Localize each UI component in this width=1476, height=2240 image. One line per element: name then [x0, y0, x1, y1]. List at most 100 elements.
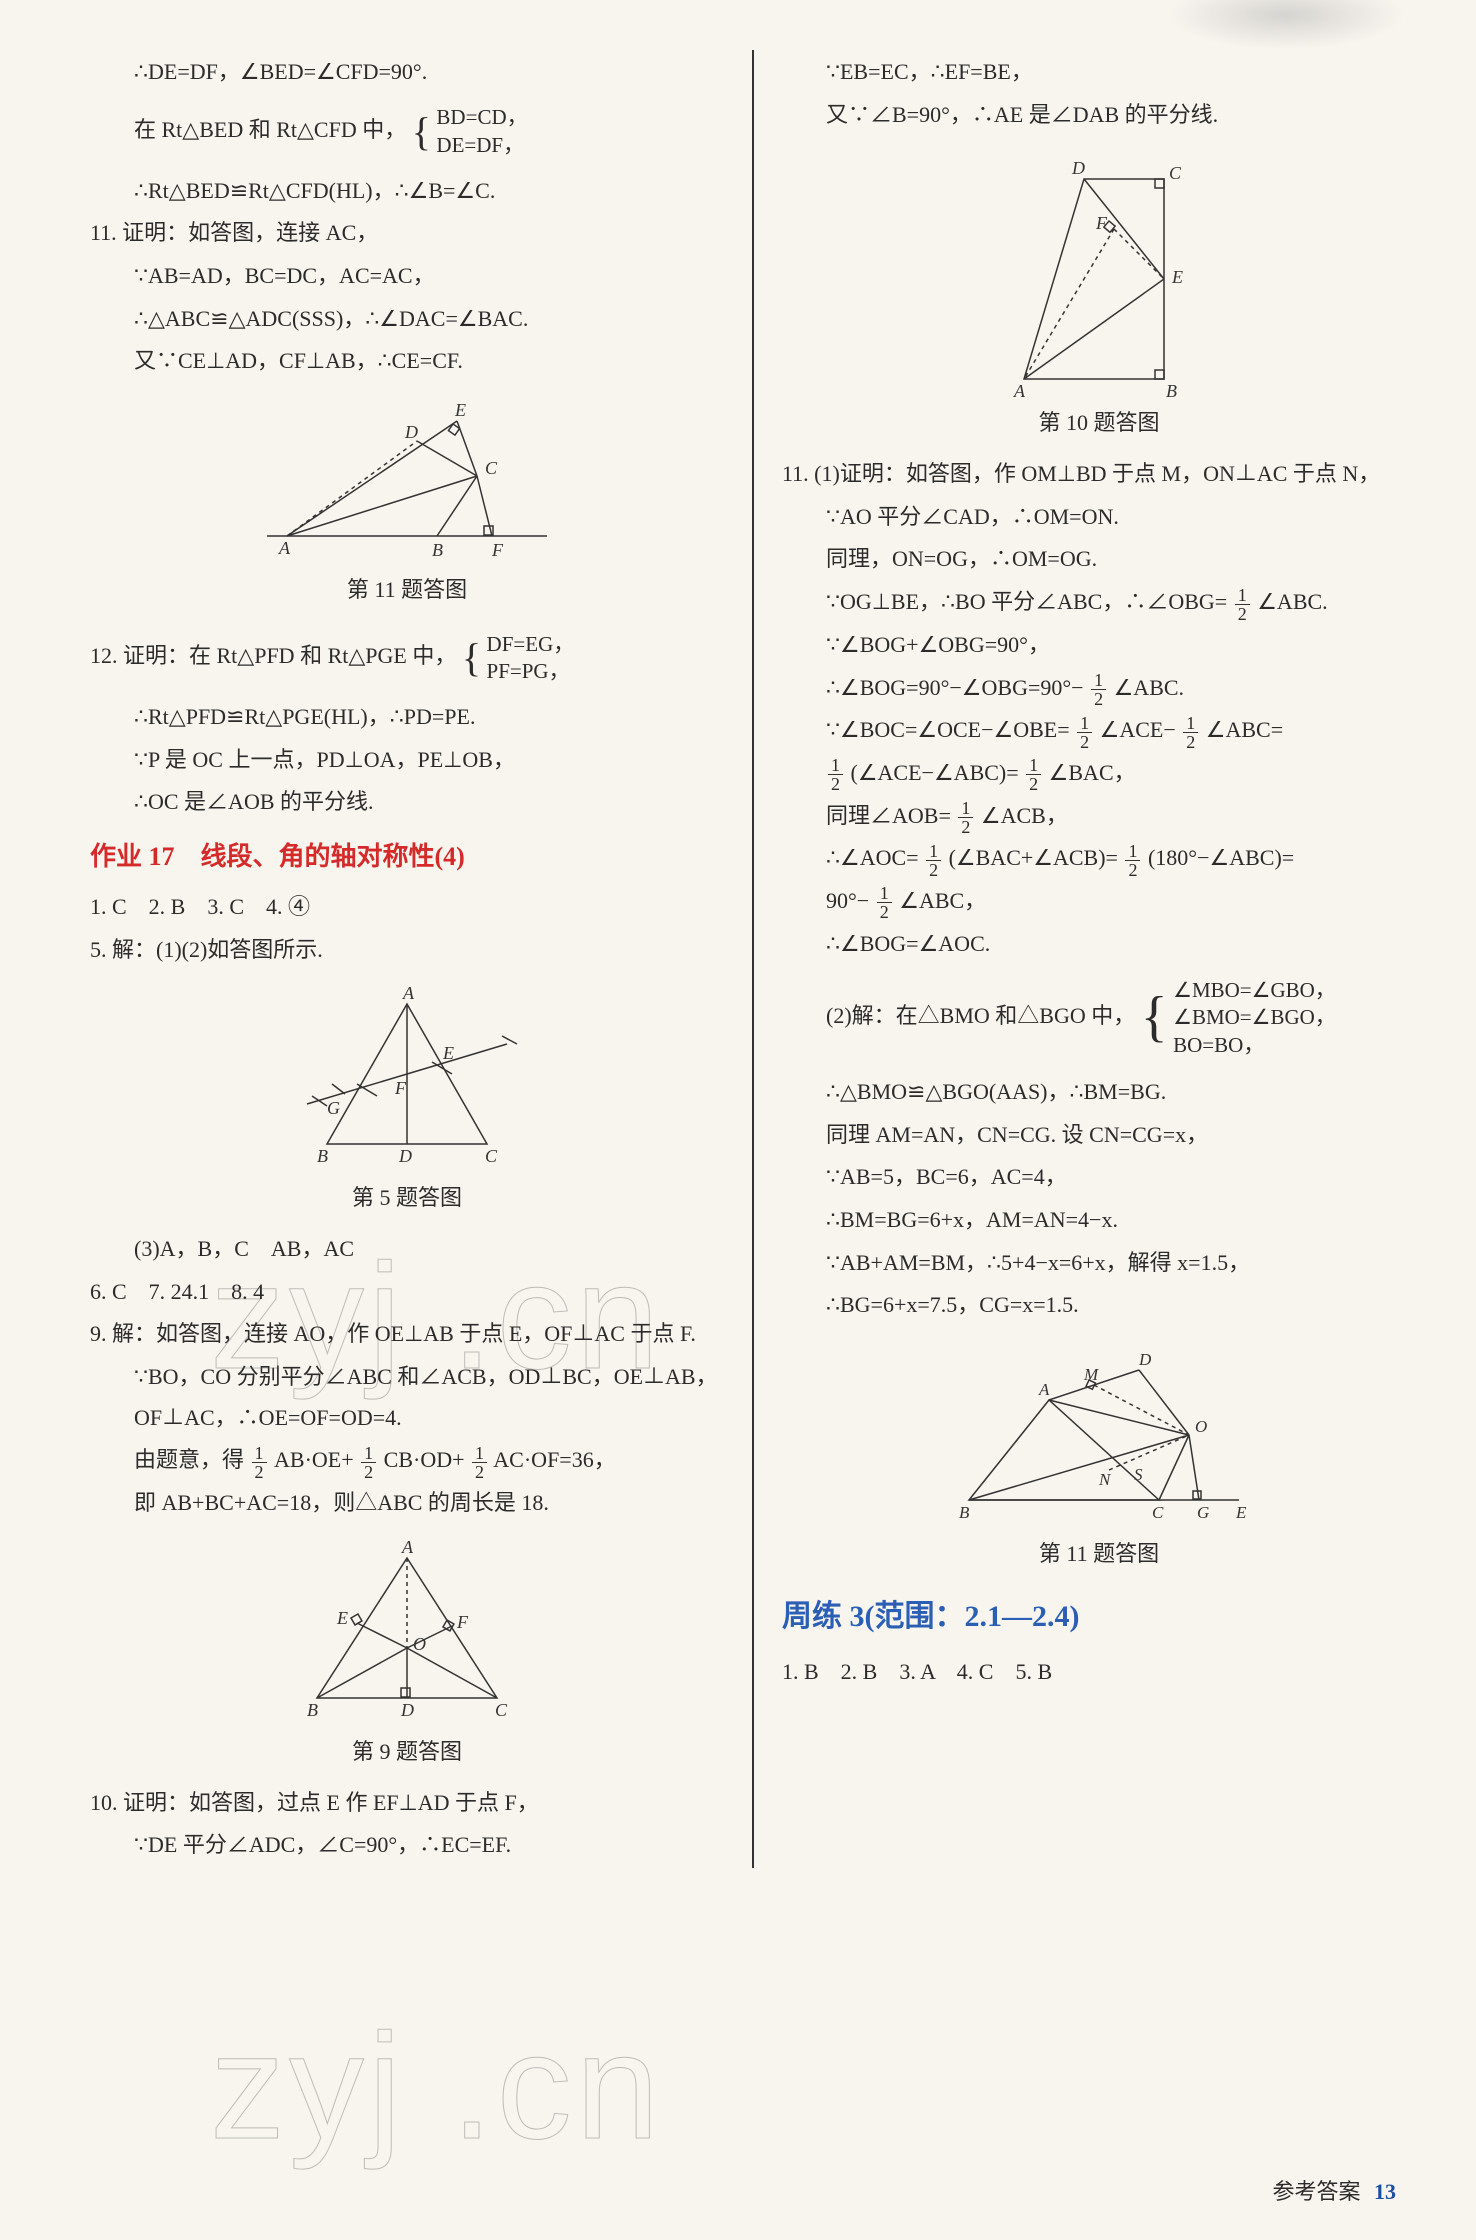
fraction-half: 12: [828, 756, 843, 793]
text-line: ∴∠AOC= 12 (∠BAC+∠ACB)= 12 (180°−∠ABC)=: [782, 838, 1416, 879]
text: ∠ABC，: [899, 888, 986, 913]
text-line: ∵AB=AD，BC=DC，AC=AC，: [90, 256, 724, 297]
fraction-half: 12: [1091, 671, 1106, 708]
answer-row: 1. B 2. B 3. A 4. C 5. B: [782, 1652, 1416, 1693]
fraction-half: 12: [252, 1444, 267, 1481]
brace-line: DF=EG，: [487, 632, 575, 656]
page-number: 13: [1374, 2179, 1396, 2204]
label-F: F: [394, 1078, 407, 1098]
figure-10: A B C D E F: [984, 149, 1214, 399]
figure-11-right: A B C D E G M N O S: [939, 1340, 1259, 1530]
label-B: B: [959, 1503, 970, 1522]
text: ∵∠BOC=∠OCE−∠OBE=: [826, 717, 1070, 742]
text-line: ∵BO，CO 分别平分∠ABC 和∠ACB，OD⊥BC，OE⊥AB，OF⊥AC，…: [90, 1357, 724, 1438]
label-C: C: [495, 1700, 508, 1720]
text: ∠ABC.: [1114, 675, 1184, 700]
brace-icon: {: [462, 621, 481, 695]
brace-content: BD=CD， DE=DF，: [436, 104, 527, 159]
label-A: A: [1038, 1380, 1050, 1399]
footer-label: 参考答案: [1272, 2179, 1360, 2204]
label-S: S: [1134, 1465, 1143, 1484]
text: 由题意，得: [134, 1447, 244, 1472]
text: AB·OE+: [274, 1447, 354, 1472]
text-line: ∵OG⊥BE，∴BO 平分∠ABC，∴∠OBG= 12 ∠ABC.: [782, 582, 1416, 623]
thumb-smudge: [1166, 0, 1406, 50]
text: 90°−: [826, 888, 869, 913]
text-line: ∴OC 是∠AOB 的平分线.: [90, 782, 724, 823]
text: 在 Rt△BED 和 Rt△CFD 中，: [134, 117, 406, 142]
label-B: B: [432, 540, 443, 560]
label-A: A: [1013, 381, 1026, 399]
text: ∠ABC=: [1206, 717, 1283, 742]
text-line: 在 Rt△BED 和 Rt△CFD 中， { BD=CD， DE=DF，: [90, 95, 724, 169]
text-line: ∴DE=DF，∠BED=∠CFD=90°.: [90, 52, 724, 93]
label-F: F: [1095, 213, 1108, 233]
label-M: M: [1083, 1365, 1099, 1384]
brace-line: DE=DF，: [436, 133, 524, 157]
label-A: A: [401, 1538, 414, 1557]
text: (∠ACE−∠ABC)=: [851, 760, 1019, 785]
text-line: ∵AB+AM=BM，∴5+4−x=6+x，解得 x=1.5，: [782, 1243, 1416, 1284]
label-A: A: [278, 538, 291, 558]
fraction-half: 12: [361, 1444, 376, 1481]
fraction-half: 12: [1235, 586, 1250, 623]
q12-head: 12. 证明：在 Rt△PFD 和 Rt△PGE 中， { DF=EG， PF=…: [90, 621, 724, 695]
text-line: ∵∠BOG+∠OBG=90°，: [782, 625, 1416, 666]
label-C: C: [1152, 1503, 1164, 1522]
text-line: ∵EB=EC，∴EF=BE，: [782, 52, 1416, 93]
label-C: C: [485, 458, 498, 478]
fraction-half: 12: [958, 799, 973, 836]
left-column: ∴DE=DF，∠BED=∠CFD=90°. 在 Rt△BED 和 Rt△CFD …: [90, 50, 752, 1868]
text: ∠ACB，: [981, 803, 1068, 828]
label-C: C: [1169, 163, 1182, 183]
right-column: ∵EB=EC，∴EF=BE， 又∵∠B=90°，∴AE 是∠DAB 的平分线. …: [754, 50, 1416, 1868]
label-G: G: [327, 1098, 340, 1118]
text: (2)解：在△BMO 和△BGO 中，: [826, 1003, 1135, 1028]
fig-caption: 第 11 题答图: [782, 1534, 1416, 1575]
text-line: ∵P 是 OC 上一点，PD⊥OA，PE⊥OB，: [90, 740, 724, 781]
text: (180°−∠ABC)=: [1148, 845, 1294, 870]
text-line: 又∵CE⊥AD，CF⊥AB，∴CE=CF.: [90, 341, 724, 382]
text: ∴∠BOG=90°−∠OBG=90°−: [826, 675, 1084, 700]
fraction-half: 12: [1077, 714, 1092, 751]
q11-2-head: (2)解：在△BMO 和△BGO 中， { ∠MBO=∠GBO， ∠BMO=∠B…: [782, 966, 1416, 1070]
label-B: B: [307, 1700, 318, 1720]
text-line: 即 AB+BC+AC=18，则△ABC 的周长是 18.: [90, 1483, 724, 1524]
label-D: D: [1071, 158, 1085, 178]
label-E: E: [1235, 1503, 1247, 1522]
brace-icon: {: [412, 95, 431, 169]
label-G: G: [1197, 1503, 1209, 1522]
page: ∴DE=DF，∠BED=∠CFD=90°. 在 Rt△BED 和 Rt△CFD …: [0, 0, 1476, 2240]
text-line: ∴BM=BG=6+x，AM=AN=4−x.: [782, 1200, 1416, 1241]
label-A: A: [402, 984, 415, 1003]
text: 同理∠AOB=: [826, 803, 951, 828]
text: ∠ACE−: [1100, 717, 1176, 742]
text-line: ∵DE 平分∠ADC，∠C=90°，∴EC=EF.: [90, 1825, 724, 1866]
figure-11-left: A B C D E F: [257, 396, 557, 566]
label-F: F: [456, 1612, 469, 1632]
label-E: E: [1171, 267, 1183, 287]
fraction-half: 12: [1183, 714, 1198, 751]
fig-caption: 第 10 题答图: [782, 403, 1416, 444]
label-D: D: [404, 422, 418, 442]
label-E: E: [454, 400, 466, 420]
text-line: 同理 AM=AN，CN=CG. 设 CN=CG=x，: [782, 1115, 1416, 1156]
q5-3: (3)A，B，C AB，AC: [90, 1229, 724, 1270]
label-D: D: [1138, 1350, 1152, 1369]
q9-head: 9. 解：如答图，连接 AO，作 OE⊥AB 于点 E，OF⊥AC 于点 F.: [90, 1314, 724, 1355]
text-line: 12 (∠ACE−∠ABC)= 12 ∠BAC，: [782, 753, 1416, 794]
label-B: B: [317, 1146, 328, 1166]
text-line: 同理∠AOB= 12 ∠ACB，: [782, 796, 1416, 837]
fraction-half: 12: [926, 842, 941, 879]
fraction-half: 12: [1026, 756, 1041, 793]
label-O: O: [1195, 1417, 1207, 1436]
page-footer: 参考答案 13: [1272, 2174, 1396, 2206]
label-E: E: [336, 1608, 348, 1628]
brace-line: BD=CD，: [436, 105, 527, 129]
text: ∵OG⊥BE，∴BO 平分∠ABC，∴∠OBG=: [826, 589, 1227, 614]
text-line: ∵AB=5，BC=6，AC=4，: [782, 1157, 1416, 1198]
brace-content: DF=EG， PF=PG，: [487, 631, 575, 686]
label-F: F: [491, 540, 504, 560]
fig-caption: 第 11 题答图: [90, 570, 724, 611]
text-line: ∴Rt△BED≌Rt△CFD(HL)，∴∠B=∠C.: [90, 171, 724, 212]
